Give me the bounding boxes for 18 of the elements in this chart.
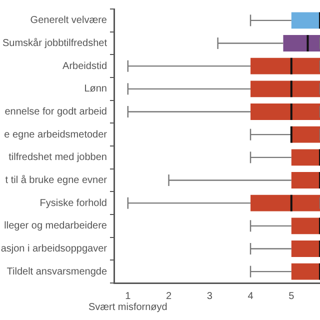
y-tick-label: e egne arbeidsmetoder: [4, 129, 108, 140]
y-tick-label: Tildelt ansvarsmengde: [6, 266, 108, 278]
x-tick-label: 4: [248, 290, 254, 302]
x-tick-label: 5: [288, 290, 295, 302]
text: Svært misfornøyd: [88, 302, 168, 313]
y-tick-label: Arbeidstid: [62, 60, 107, 72]
y-tick-label: Generelt velvære: [30, 15, 108, 26]
x-tick-label: 2: [166, 290, 172, 302]
y-tick-label: asjon i arbeidsoppgaver: [0, 244, 108, 254]
y-tick-label: ennelse for godt arbeid: [4, 106, 107, 118]
y-tick-label: tilfredshet med jobben: [8, 152, 107, 164]
y-tick-label: Lønn: [84, 84, 107, 95]
y-tick-label: Fysiske forhold: [40, 198, 107, 209]
y-tick-label: lleger og medarbeidere: [4, 220, 108, 232]
y-tick-label: Sumskår jobbtilfredshet: [2, 37, 108, 49]
y-tick-label: t til å bruke egne evner: [5, 174, 108, 186]
x-tick-label: 3: [206, 290, 213, 302]
x-tick-label: 1: [125, 290, 132, 302]
